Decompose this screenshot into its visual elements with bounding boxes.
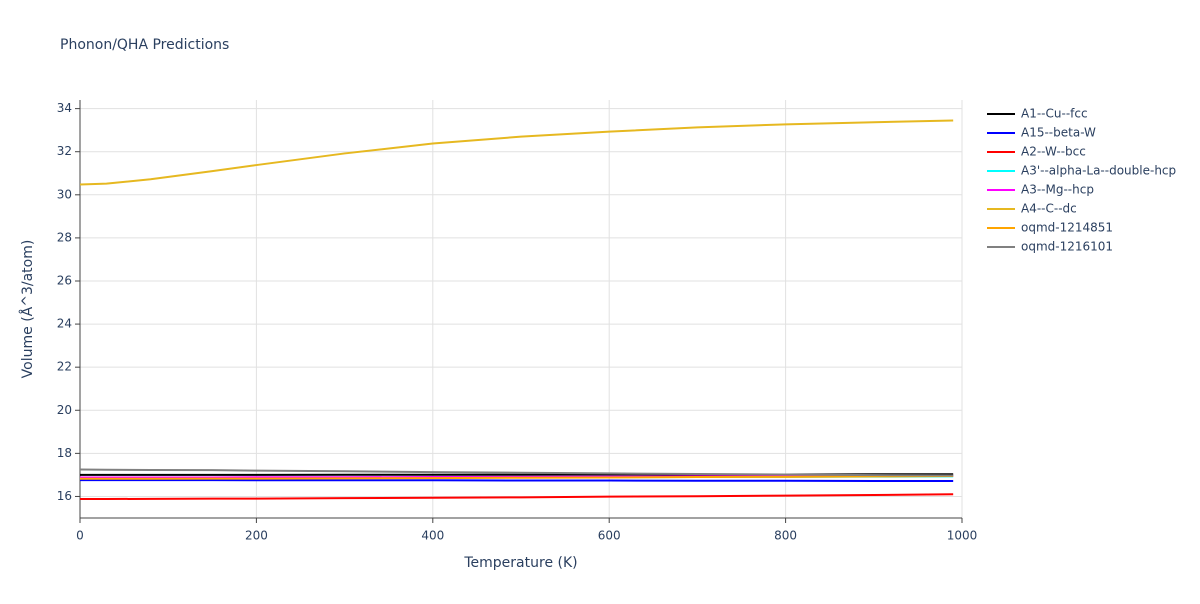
- series-line: [79, 468, 954, 477]
- series-line: [80, 493, 954, 501]
- legend-label: oqmd-1214851: [1021, 221, 1113, 235]
- x-tick-label: 600: [598, 529, 621, 543]
- x-axis-title: Temperature (K): [463, 555, 577, 571]
- legend-label: A15--beta-W: [1021, 126, 1096, 140]
- legend-label: oqmd-1216101: [1021, 240, 1113, 254]
- y-tick-label: 20: [57, 403, 72, 417]
- y-tick-label: 18: [57, 446, 72, 460]
- legend-label: A2--W--bcc: [1021, 145, 1086, 159]
- y-tick-label: 30: [57, 187, 72, 201]
- y-tick-label: 16: [57, 489, 72, 503]
- x-tick-label: 800: [774, 529, 797, 543]
- series-line: [80, 479, 954, 482]
- series-line: [80, 474, 954, 480]
- x-tick-label: 1000: [947, 529, 978, 543]
- legend-label: A3--Mg--hcp: [1021, 183, 1094, 197]
- y-tick-label: 28: [57, 230, 72, 244]
- x-tick-label: 0: [76, 529, 84, 543]
- legend-label: A3'--alpha-La--double-hcp: [1021, 164, 1176, 178]
- chart-title: Phonon/QHA Predictions: [60, 37, 229, 53]
- series-line: [79, 119, 954, 186]
- legend-label: A4--C--dc: [1021, 202, 1077, 216]
- y-tick-label: 24: [57, 317, 72, 331]
- y-axis-title: Volume (Å^3/atom): [19, 240, 36, 379]
- y-tick-label: 34: [57, 101, 72, 115]
- y-tick-label: 22: [57, 360, 72, 374]
- x-tick-label: 400: [421, 529, 444, 543]
- y-tick-label: 32: [57, 144, 72, 158]
- x-tick-label: 200: [245, 529, 268, 543]
- legend-label: A1--Cu--fcc: [1021, 107, 1088, 121]
- y-tick-label: 26: [57, 273, 72, 287]
